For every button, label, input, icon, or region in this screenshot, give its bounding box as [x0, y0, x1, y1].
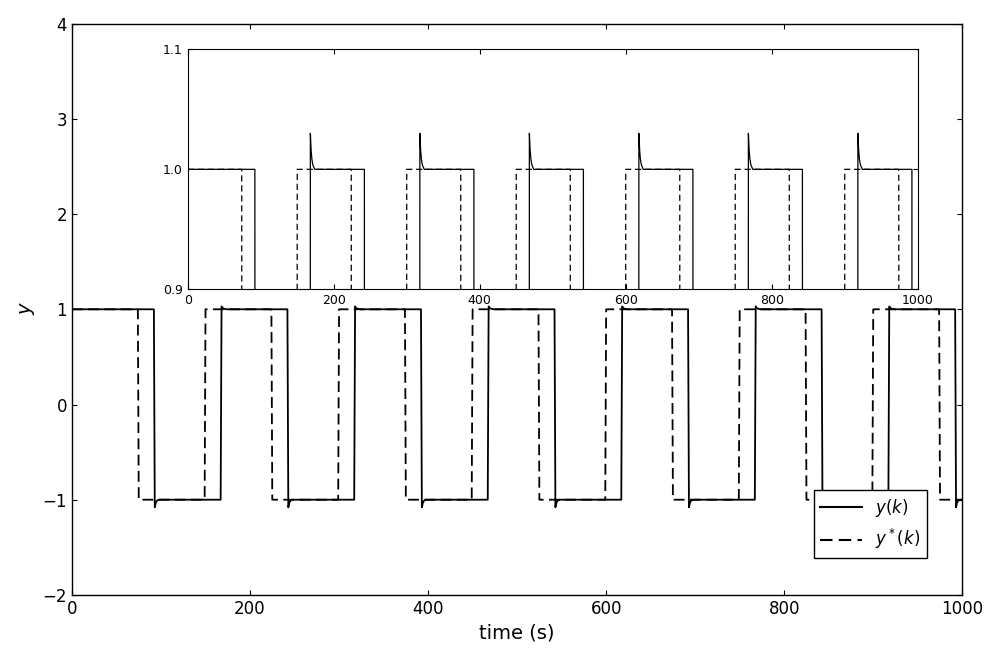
X-axis label: time (s): time (s) — [479, 623, 555, 643]
Y-axis label: y: y — [17, 304, 36, 315]
Legend: $y(k)$, $y^*(k)$: $y(k)$, $y^*(k)$ — [814, 490, 927, 558]
